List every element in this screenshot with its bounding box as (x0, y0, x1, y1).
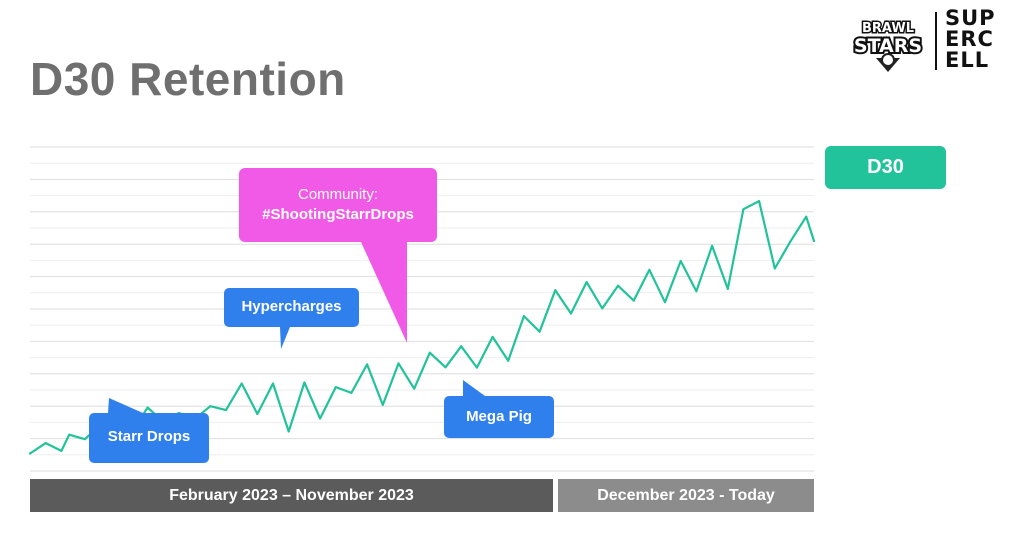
data-point (742, 208, 745, 211)
data-point (726, 287, 729, 290)
data-point (522, 315, 525, 318)
data-point (491, 335, 494, 338)
data-point (68, 433, 71, 436)
supercell-logo-line-1: SUP (945, 6, 996, 30)
community-label-line-2: #ShootingStarrDrops (262, 206, 414, 223)
data-point (648, 268, 651, 271)
data-point (585, 281, 588, 284)
data-point (460, 345, 463, 348)
data-point (381, 403, 384, 406)
chart-callouts (89, 168, 554, 463)
data-point (240, 382, 243, 385)
data-point (664, 301, 666, 304)
data-point (444, 366, 447, 369)
data-point (225, 409, 227, 412)
data-point (617, 284, 619, 287)
data-point (789, 240, 792, 243)
logo-divider (935, 12, 937, 70)
data-point (209, 405, 212, 408)
starr-drops-callout (89, 398, 209, 463)
data-point (334, 386, 337, 389)
data-point (570, 312, 572, 315)
community-callout (239, 168, 437, 343)
data-point (538, 330, 541, 333)
supercell-logo-line-3: ELL (945, 48, 990, 72)
data-point (554, 289, 557, 292)
mega-pig-label: Mega Pig (466, 408, 532, 425)
supercell-logo: SUP ERC ELL (945, 8, 1021, 71)
brawl-stars-logo: BRAWL STARS (852, 20, 924, 72)
hypercharges-callout (224, 288, 359, 349)
page-title: D30 Retention (30, 53, 346, 105)
data-point (287, 430, 290, 433)
data-point (695, 290, 698, 293)
data-point (632, 299, 635, 302)
data-point (256, 413, 259, 415)
brawl-logo-line-2: STARS (854, 35, 922, 57)
data-point (507, 359, 510, 362)
data-point (319, 417, 322, 420)
data-point (758, 200, 761, 203)
data-point (83, 438, 86, 441)
period-bar-2023: February 2023 – November 2023 (30, 479, 553, 512)
data-point (60, 449, 63, 452)
data-point (475, 366, 478, 369)
data-point (397, 362, 400, 365)
mega-pig-callout (444, 380, 554, 438)
data-point (146, 406, 149, 409)
brawl-logo-line-1: BRAWL (862, 21, 914, 36)
data-point (366, 363, 369, 366)
data-point (813, 240, 815, 242)
data-point (44, 442, 47, 445)
data-point (428, 351, 431, 354)
data-point (805, 215, 808, 218)
data-point (350, 391, 353, 394)
period-bar-today: December 2023 - Today (558, 479, 814, 512)
data-point (29, 452, 31, 455)
data-point (601, 307, 604, 310)
supercell-logo-line-2: ERC (945, 27, 994, 51)
data-point (711, 244, 714, 247)
data-point (413, 387, 416, 390)
hypercharges-label: Hypercharges (241, 298, 342, 315)
data-point (303, 381, 306, 384)
community-label-line-1: Community: (297, 186, 379, 203)
data-point (773, 267, 776, 270)
data-point (272, 382, 274, 385)
starr-drops-label: Starr Drops (107, 428, 191, 445)
legend-d30: D30 (825, 146, 946, 189)
data-point (679, 260, 682, 262)
